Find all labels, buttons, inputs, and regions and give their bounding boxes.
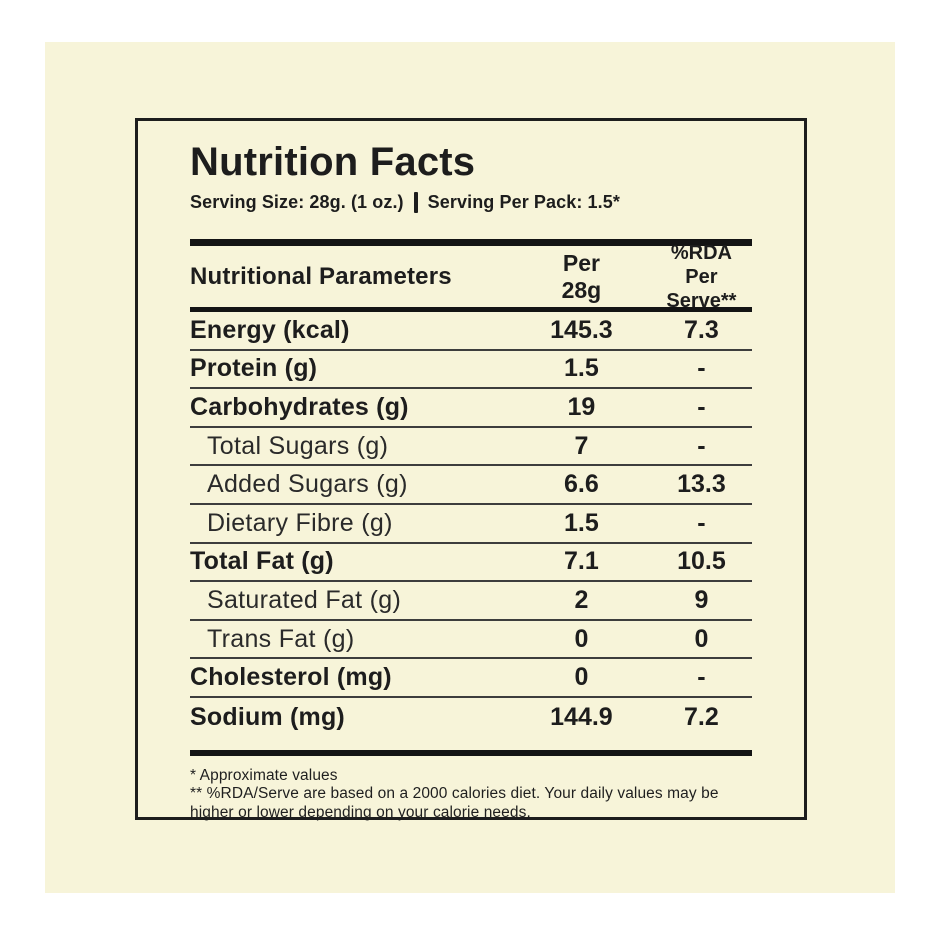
row-per-value: 0 bbox=[574, 624, 589, 653]
row-label: Dietary Fibre (g) bbox=[207, 508, 393, 537]
row-per-value: 1.5 bbox=[564, 354, 599, 383]
header-parameter: Nutritional Parameters bbox=[190, 262, 452, 290]
table-row: Saturated Fat (g) 2 9 bbox=[190, 582, 752, 621]
row-label: Saturated Fat (g) bbox=[207, 585, 402, 614]
table-row: Added Sugars (g) 6.6 13.3 bbox=[190, 466, 752, 505]
row-rda-value: - bbox=[697, 508, 706, 537]
footnote-approximate: * Approximate values bbox=[190, 766, 338, 784]
header-divider-bar bbox=[190, 307, 752, 312]
header-rda-per-serve: %RDA Per Serve** bbox=[651, 241, 752, 313]
row-label: Cholesterol (mg) bbox=[190, 663, 392, 692]
table-row: Sodium (mg) 144.9 7.2 bbox=[190, 698, 752, 737]
row-rda-value: - bbox=[697, 431, 706, 460]
row-rda-value: - bbox=[697, 354, 706, 383]
table-row: Trans Fat (g) 0 0 bbox=[190, 621, 752, 660]
row-rda-value: 7.2 bbox=[684, 702, 719, 731]
row-rda-value: 7.3 bbox=[684, 315, 719, 344]
row-label: Protein (g) bbox=[190, 354, 318, 383]
header-rda-line2: Per Serve** bbox=[666, 265, 737, 312]
row-per-value: 7 bbox=[574, 431, 589, 460]
header-rda-line1: %RDA bbox=[670, 241, 732, 264]
table-row: Dietary Fibre (g) 1.5 - bbox=[190, 505, 752, 544]
row-per-value: 145.3 bbox=[550, 315, 613, 344]
row-label: Total Sugars (g) bbox=[207, 431, 389, 460]
table-row: Cholesterol (mg) 0 - bbox=[190, 659, 752, 698]
row-per-value: 2 bbox=[574, 585, 589, 614]
row-rda-value: 0 bbox=[694, 624, 709, 653]
footnote-rda: ** %RDA/Serve are based on a 2000 calori… bbox=[190, 785, 719, 822]
footnotes: * Approximate values ** %RDA/Serve are b… bbox=[190, 767, 752, 824]
row-label: Total Fat (g) bbox=[190, 547, 334, 576]
serving-info: Serving Size: 28g. (1 oz.) Serving Per P… bbox=[190, 192, 752, 213]
row-rda-value: - bbox=[697, 392, 706, 421]
vertical-divider bbox=[413, 192, 418, 213]
row-per-value: 0 bbox=[574, 663, 589, 692]
header-per-28g: Per 28g bbox=[512, 250, 651, 303]
header-per-line2: 28g bbox=[561, 276, 602, 303]
row-rda-value: 9 bbox=[694, 585, 709, 614]
table-row: Total Sugars (g) 7 - bbox=[190, 428, 752, 467]
nutrition-facts-label: Nutrition Facts Serving Size: 28g. (1 oz… bbox=[135, 118, 807, 821]
table-row: Protein (g) 1.5 - bbox=[190, 351, 752, 390]
table-body: Energy (kcal) 145.3 7.3 Protein (g) 1.5 … bbox=[190, 312, 752, 737]
table-header-row: Nutritional Parameters Per 28g %RDA Per … bbox=[190, 242, 752, 312]
row-label: Trans Fat (g) bbox=[207, 624, 355, 653]
label-title: Nutrition Facts bbox=[190, 140, 476, 184]
row-label: Carbohydrates (g) bbox=[190, 392, 409, 421]
table-row: Energy (kcal) 145.3 7.3 bbox=[190, 312, 752, 351]
row-label: Energy (kcal) bbox=[190, 315, 350, 344]
row-rda-value: 10.5 bbox=[677, 547, 726, 576]
row-per-value: 1.5 bbox=[564, 508, 599, 537]
table-row: Total Fat (g) 7.1 10.5 bbox=[190, 544, 752, 583]
row-per-value: 6.6 bbox=[564, 470, 599, 499]
table-bottom-bar bbox=[190, 749, 752, 756]
table-row: Carbohydrates (g) 19 - bbox=[190, 389, 752, 428]
row-per-value: 19 bbox=[567, 392, 596, 421]
label-panel: Nutrition Facts Serving Size: 28g. (1 oz… bbox=[45, 42, 895, 893]
table-top-bar bbox=[190, 239, 752, 246]
row-label: Sodium (mg) bbox=[190, 702, 345, 731]
row-rda-value: - bbox=[697, 663, 706, 692]
row-label: Added Sugars (g) bbox=[207, 470, 408, 499]
row-per-value: 144.9 bbox=[550, 702, 613, 731]
row-rda-value: 13.3 bbox=[677, 470, 726, 499]
row-per-value: 7.1 bbox=[564, 547, 599, 576]
header-per-line1: Per bbox=[562, 250, 600, 277]
serving-size-text: Serving Size: 28g. (1 oz.) bbox=[190, 192, 404, 212]
serving-per-pack-text: Serving Per Pack: 1.5* bbox=[427, 192, 620, 212]
